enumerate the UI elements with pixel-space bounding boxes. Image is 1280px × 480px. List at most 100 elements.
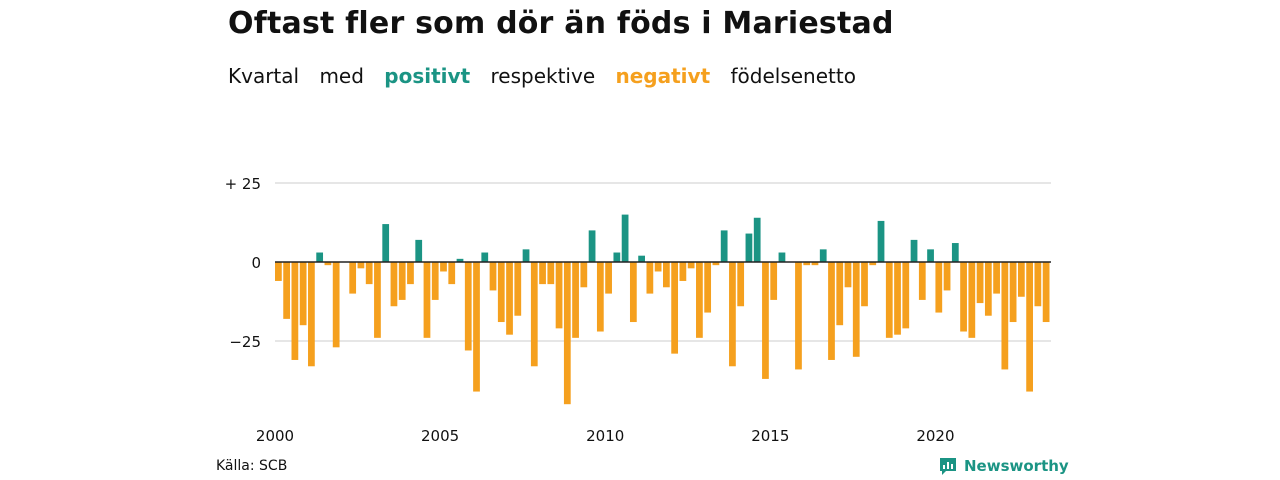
bar — [563, 262, 571, 405]
subtitle-word: med — [319, 64, 364, 88]
bar — [894, 262, 901, 335]
bar — [308, 262, 315, 367]
bar — [943, 262, 951, 291]
bar — [844, 262, 852, 288]
chart-title: Oftast fler som dör än föds i Mariestad — [228, 6, 894, 41]
bar — [613, 252, 621, 262]
y-tick-label: + 25 — [225, 175, 261, 193]
bar — [580, 262, 588, 288]
bar — [869, 262, 877, 266]
bar — [885, 262, 893, 338]
bar — [473, 262, 480, 392]
brand-name: Newsworthy — [964, 457, 1069, 475]
bar — [398, 262, 406, 300]
bar — [960, 262, 967, 332]
bar — [390, 262, 398, 307]
bar — [646, 262, 654, 294]
bar — [530, 262, 538, 367]
bar — [654, 262, 662, 272]
bar — [481, 252, 489, 262]
bar — [448, 262, 456, 285]
bar — [951, 243, 959, 262]
bar — [588, 230, 596, 262]
bar — [539, 262, 546, 285]
bar — [407, 262, 414, 285]
bar — [1034, 262, 1042, 307]
bar — [918, 262, 926, 300]
bar — [349, 262, 357, 294]
bar — [976, 262, 984, 304]
bar — [1001, 262, 1009, 370]
bar — [572, 262, 579, 338]
bar — [803, 262, 811, 266]
source-note: Källa: SCB — [216, 458, 288, 474]
bar — [431, 262, 439, 300]
brand-logo: Newsworthy — [938, 456, 1069, 476]
bar — [275, 262, 282, 281]
bar — [696, 262, 703, 338]
bar — [729, 262, 736, 367]
subtitle-negative: negativt — [615, 64, 711, 88]
bar — [555, 262, 563, 329]
bar — [704, 262, 712, 313]
bar — [902, 262, 910, 329]
bar — [440, 262, 447, 272]
bar — [663, 262, 670, 288]
bar — [357, 262, 365, 269]
bar — [737, 262, 745, 307]
bar — [514, 262, 522, 316]
bar — [497, 262, 505, 323]
x-tick-label: 2000 — [256, 427, 294, 445]
bar — [671, 262, 679, 354]
subtitle-word: födelsenetto — [730, 64, 856, 88]
bar — [968, 262, 976, 338]
bar — [753, 217, 761, 262]
bar — [712, 262, 720, 266]
bar — [1026, 262, 1033, 392]
bar — [629, 262, 637, 323]
bar — [1042, 262, 1050, 323]
bar — [489, 262, 497, 291]
bar — [299, 262, 307, 326]
bar — [861, 262, 868, 307]
bar — [745, 233, 753, 262]
bar — [522, 249, 530, 262]
bar — [1017, 262, 1025, 297]
bar — [283, 262, 291, 319]
subtitle-word: Kvartal — [228, 64, 300, 88]
bar — [382, 224, 390, 262]
bar — [464, 262, 472, 351]
bar — [605, 262, 612, 294]
bar — [506, 262, 513, 335]
bar — [984, 262, 992, 316]
bar — [1009, 262, 1017, 323]
bar — [770, 262, 778, 300]
bar — [415, 239, 423, 262]
bar — [852, 262, 860, 357]
bar — [374, 262, 381, 338]
bar — [836, 262, 844, 326]
x-tick-label: 2015 — [751, 427, 789, 445]
bar — [993, 262, 1000, 294]
bar — [778, 252, 786, 262]
bar — [927, 249, 934, 262]
bar — [935, 262, 943, 313]
bar — [291, 262, 299, 360]
x-tick-label: 2020 — [916, 427, 954, 445]
subtitle-positive: positivt — [384, 64, 471, 88]
bar — [720, 230, 728, 262]
y-tick-label: 0 — [251, 254, 261, 272]
subtitle-word: respektive — [490, 64, 596, 88]
bar — [456, 258, 464, 262]
bar — [828, 262, 835, 360]
bar — [365, 262, 373, 285]
bar — [795, 262, 802, 370]
bar — [910, 239, 918, 262]
x-tick-label: 2010 — [586, 427, 624, 445]
y-tick-label: −25 — [229, 333, 261, 351]
bar — [687, 262, 695, 269]
bar — [762, 262, 769, 379]
bar — [621, 214, 629, 262]
bar — [679, 262, 687, 281]
